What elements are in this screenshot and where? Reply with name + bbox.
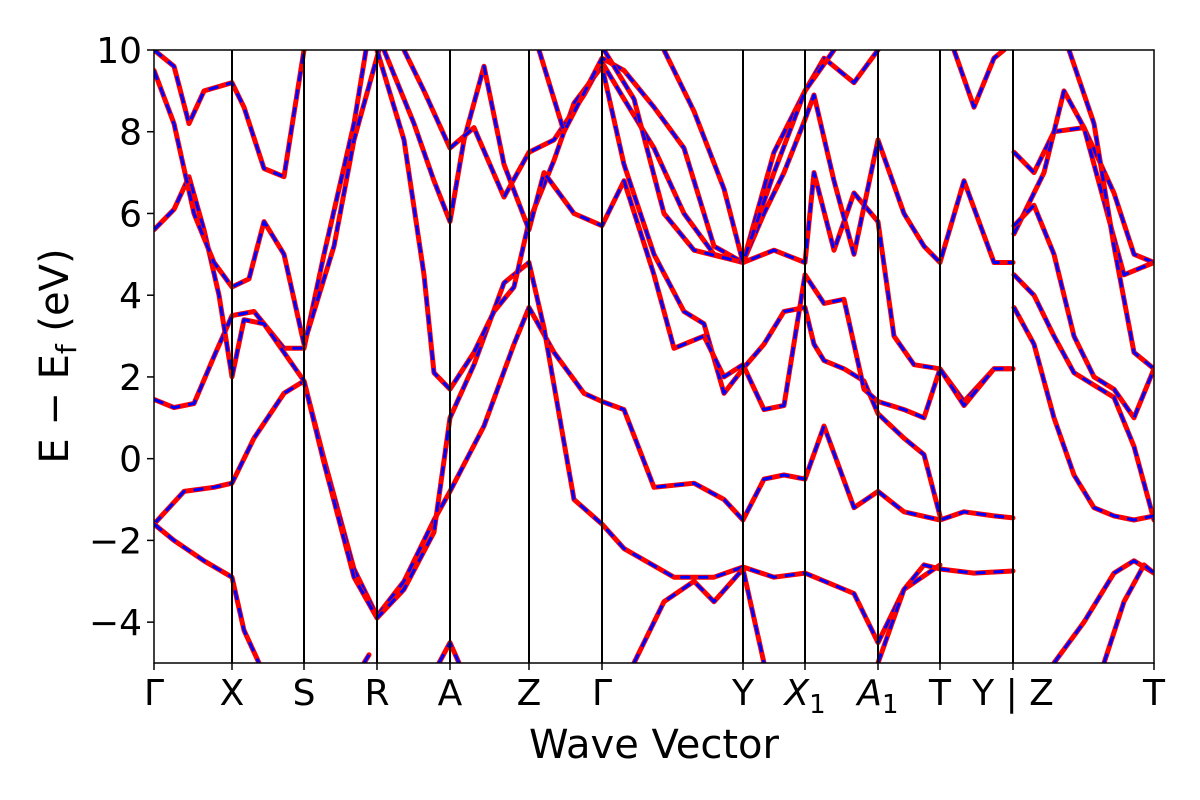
- y-tick-label-5: 6: [119, 194, 142, 235]
- band-8-fit: [402, 50, 1013, 407]
- y-tick-label-0: −4: [89, 603, 142, 644]
- x-tick-label-main: A: [855, 673, 882, 714]
- band-16-fit: [1012, 89, 1154, 277]
- x-tick-label-1: X: [220, 673, 245, 714]
- band-1-fit: [154, 522, 261, 663]
- y-tick-label-1: −2: [89, 521, 142, 562]
- x-tick-label-main: X: [782, 673, 810, 714]
- x-tick-label-11: Y | Z: [971, 673, 1054, 714]
- x-tick-label-8: X1: [782, 673, 825, 720]
- y-axis-ticks: −4 −2 0 2 4 6 8 10: [89, 31, 154, 644]
- band-13-dft: [951, 50, 1007, 110]
- y-axis-title-main: E − E: [32, 354, 78, 464]
- band-18-fit: [1012, 273, 1154, 521]
- x-tick-label-10: T: [928, 673, 952, 714]
- y-tick-label-2: 0: [119, 440, 142, 481]
- y-axis-title-unit: (eV): [32, 248, 78, 344]
- y-axis-title: E − Ef (eV): [32, 248, 83, 463]
- x-tick-label-9: A1: [855, 673, 898, 720]
- x-tick-label-6: Γ: [592, 673, 612, 714]
- band-10-fit: [602, 50, 1013, 264]
- x-tick-label-7: Y: [731, 673, 755, 714]
- band-0-dft: [154, 305, 1016, 619]
- band-4-fit: [154, 50, 381, 346]
- y-tick-label-6: 8: [119, 113, 142, 154]
- x-tick-label-sub: 1: [809, 690, 826, 720]
- y-axis-title-subscript: f: [50, 343, 83, 354]
- band-15-fit: [1012, 126, 1154, 264]
- x-tick-label-sub: 1: [882, 690, 899, 720]
- band-22-fit: [1102, 563, 1154, 663]
- x-tick-label-5: Z: [517, 673, 542, 714]
- band-7-fit: [382, 50, 1013, 420]
- band-17-fit: [1012, 203, 1154, 420]
- x-tick-label-3: R: [364, 673, 389, 714]
- plot-frame: [153, 49, 1155, 664]
- band-23-fit: [362, 654, 371, 663]
- x-tick-label-2: S: [293, 673, 316, 714]
- band-6-fit: [375, 50, 942, 517]
- x-tick-label-12: T: [1142, 673, 1166, 714]
- x-tick-label-4: A: [438, 673, 463, 714]
- band-2-fit: [154, 50, 368, 410]
- high-symmetry-lines: [231, 50, 1014, 663]
- x-tick-label-0: Γ: [144, 673, 164, 714]
- band-21-fit: [1052, 559, 1154, 663]
- band-20-fit: [1067, 50, 1154, 370]
- y-tick-label-7: 10: [96, 31, 142, 72]
- band-3-fit: [154, 175, 941, 645]
- y-tick-label-4: 4: [119, 276, 142, 317]
- y-tick-label-3: 2: [119, 358, 142, 399]
- band-11-fit: [632, 567, 766, 663]
- band-14-fit: [876, 563, 1014, 663]
- band-19-fit: [1012, 306, 1154, 522]
- x-axis-title: Wave Vector: [529, 722, 780, 768]
